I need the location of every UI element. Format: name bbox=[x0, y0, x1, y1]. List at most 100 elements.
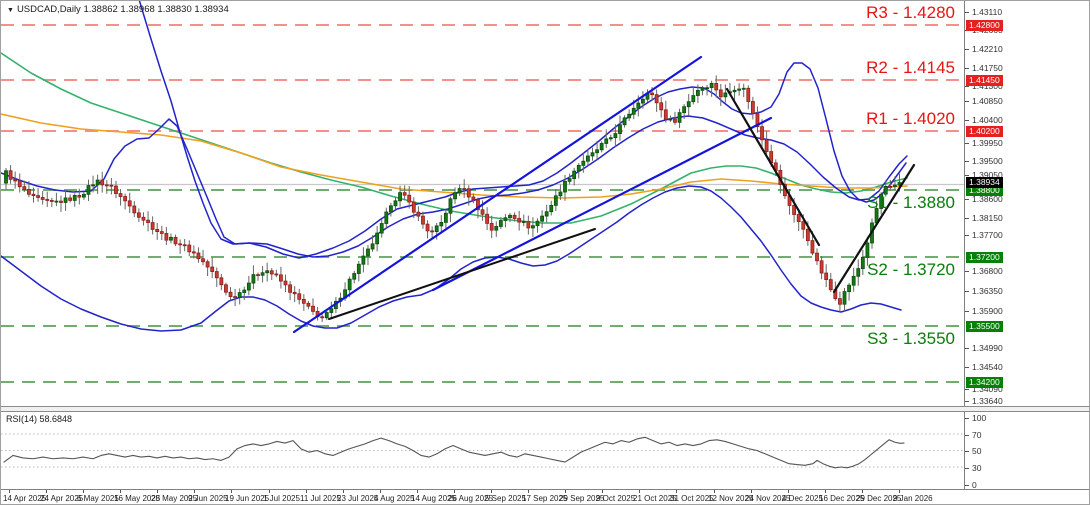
date-axis[interactable]: 14 Apr 2025 24 Apr 2025 6 May 2025 16 May 2… bbox=[1, 489, 1089, 504]
price-tick-label: 1.38600 bbox=[972, 194, 1003, 204]
rsi-tick-mark bbox=[965, 467, 969, 469]
resistance-label-R2: R2 - 1.4145 bbox=[866, 58, 955, 77]
date-tick-label: 29 Dec 2025 bbox=[856, 494, 902, 503]
ohlc-readout: 1.38862 1.38968 1.38830 1.38934 bbox=[83, 4, 229, 15]
date-tick-mark bbox=[83, 490, 84, 493]
date-tick-label: 21 Oct 2025 bbox=[633, 494, 677, 503]
pane-splitter[interactable] bbox=[1, 406, 1089, 412]
date-tick-mark bbox=[380, 490, 381, 493]
price-tick-mark bbox=[965, 234, 969, 236]
main-price-pane[interactable] bbox=[1, 1, 964, 406]
price-axis[interactable]: 1.431101.426601.422101.417501.413001.408… bbox=[964, 1, 1089, 504]
date-tick-mark bbox=[825, 490, 826, 493]
price-tick-mark bbox=[965, 291, 969, 292]
bollinger-upper-band bbox=[138, 1, 907, 259]
date-tick-mark bbox=[9, 490, 10, 493]
rsi-axis-label: 30 bbox=[972, 462, 982, 473]
bollinger-middle-band bbox=[1, 115, 908, 258]
price-tick-label: 1.39500 bbox=[972, 156, 1003, 166]
resistance-label-R3: R3 - 1.4280 bbox=[866, 3, 955, 22]
price-tick-label: 1.35900 bbox=[972, 306, 1003, 316]
last-price-box: 1.38934 bbox=[966, 177, 1003, 188]
price-tick-label: 1.41750 bbox=[972, 63, 1003, 73]
support-price-box-S1: 1.38800 bbox=[966, 185, 1003, 196]
price-tick-mark bbox=[965, 49, 969, 50]
date-tick-label: 16 May 2025 bbox=[114, 494, 161, 503]
price-tick-label: 1.43110 bbox=[972, 6, 1003, 17]
rsi-tick-mark bbox=[965, 485, 969, 486]
trendline-falling-black-mid[interactable] bbox=[725, 87, 821, 247]
date-tick-mark bbox=[157, 490, 158, 493]
date-tick-label: 9 Oct 2025 bbox=[596, 494, 636, 503]
price-tick-label: 1.39950 bbox=[972, 138, 1003, 148]
date-tick-label: 24 Apr 2025 bbox=[40, 494, 84, 503]
rsi-indicator-pane[interactable] bbox=[1, 412, 964, 489]
rsi-axis-label: 100 bbox=[972, 413, 987, 423]
price-tick-mark bbox=[965, 175, 969, 176]
date-tick-label: 11 Jul 2025 bbox=[300, 494, 341, 503]
date-tick-mark bbox=[565, 490, 566, 493]
symbol-dropdown-icon[interactable]: ▼ bbox=[7, 7, 14, 14]
date-tick-label: 12 Nov 2025 bbox=[708, 494, 754, 503]
date-tick-label: 28 May 2025 bbox=[151, 494, 198, 503]
date-tick-label: 1 Jul 2025 bbox=[263, 494, 300, 503]
symbol-timeframe-label: USDCAD,Daily bbox=[16, 4, 81, 15]
date-tick-label: 19 Jun 2025 bbox=[225, 494, 270, 503]
rsi-line bbox=[3, 436, 905, 469]
date-tick-label: 4 Dec 2025 bbox=[782, 494, 823, 503]
rsi-tick-mark bbox=[965, 418, 969, 419]
price-tick-mark bbox=[965, 68, 969, 69]
candlesticks bbox=[4, 75, 902, 323]
date-tick-mark bbox=[269, 490, 270, 493]
support-label-S3: S3 - 1.3550 bbox=[867, 329, 955, 348]
price-tick-mark bbox=[965, 120, 969, 121]
trendline-rising-black-right[interactable] bbox=[832, 163, 916, 294]
date-tick-mark bbox=[306, 490, 307, 493]
price-tick-label: 1.36350 bbox=[972, 286, 1003, 296]
support-price-box-S4: 1.34200 bbox=[966, 377, 1003, 388]
date-tick-mark bbox=[343, 490, 344, 493]
price-tick-mark bbox=[965, 199, 969, 200]
resistance-price-box-R1: 1.40200 bbox=[966, 126, 1003, 137]
date-tick-mark bbox=[454, 490, 455, 493]
support-label-S2: S2 - 1.3720 bbox=[867, 260, 955, 279]
date-tick-mark bbox=[120, 490, 121, 493]
price-tick-label: 1.34540 bbox=[972, 361, 1003, 372]
rsi-canvas[interactable] bbox=[1, 412, 964, 489]
date-tick-label: 26 Aug 2025 bbox=[448, 494, 493, 503]
resistance-price-box-R2: 1.41450 bbox=[966, 75, 1003, 86]
price-tick-label: 1.38150 bbox=[972, 213, 1003, 223]
date-tick-label: 23 Jul 2025 bbox=[337, 494, 379, 503]
price-tick-label: 1.39050 bbox=[972, 170, 1003, 180]
date-tick-label: 17 Sep 2025 bbox=[522, 494, 568, 503]
price-tick-mark bbox=[965, 161, 969, 162]
price-tick-mark bbox=[965, 366, 969, 368]
price-tick-mark bbox=[965, 348, 969, 349]
price-tick-mark bbox=[965, 271, 969, 272]
date-tick-mark bbox=[231, 490, 232, 493]
date-tick-mark bbox=[714, 490, 715, 493]
rsi-axis-label: 50 bbox=[972, 445, 982, 456]
price-tick-mark bbox=[965, 311, 969, 312]
price-chart-canvas[interactable] bbox=[1, 1, 964, 406]
price-tick-label: 1.42210 bbox=[972, 44, 1003, 54]
date-tick-mark bbox=[194, 490, 195, 493]
trendline-rising-blue-short[interactable] bbox=[431, 116, 773, 292]
trendline-rising-black-left[interactable] bbox=[328, 228, 596, 320]
date-tick-mark bbox=[899, 490, 900, 493]
price-tick-label: 1.37700 bbox=[972, 229, 1003, 240]
rsi-indicator-label: RSI(14) 58.6848 bbox=[6, 414, 73, 424]
price-tick-mark bbox=[965, 101, 969, 102]
price-tick-mark bbox=[965, 389, 969, 390]
date-tick-label: 24 Nov 2025 bbox=[745, 494, 791, 503]
date-tick-mark bbox=[862, 490, 863, 493]
date-tick-mark bbox=[788, 490, 789, 493]
trendline-rising-blue-long[interactable] bbox=[292, 55, 703, 334]
bollinger-lower-band bbox=[1, 185, 902, 332]
date-tick-label: 16 Dec 2025 bbox=[819, 494, 865, 503]
rsi-tick-mark bbox=[965, 450, 969, 452]
price-tick-label: 1.34990 bbox=[972, 343, 1003, 353]
price-tick-mark bbox=[965, 401, 969, 402]
date-tick-label: 9 Jun 2025 bbox=[188, 494, 228, 503]
